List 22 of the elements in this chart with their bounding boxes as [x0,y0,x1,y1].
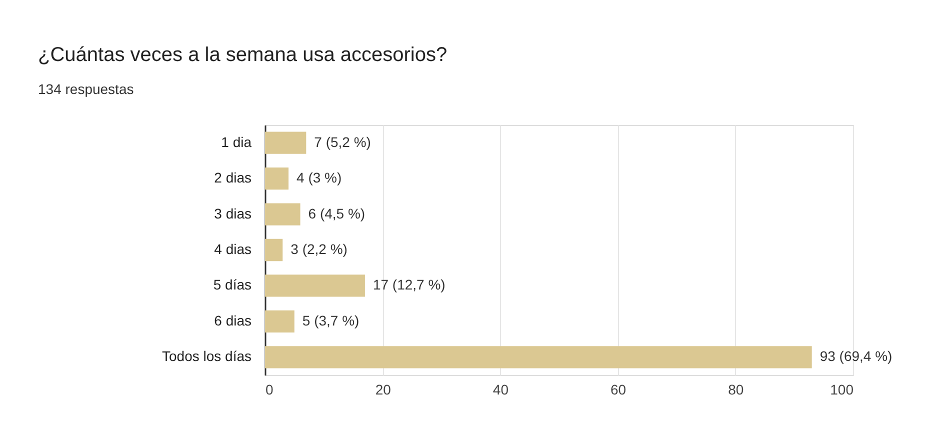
y-tick-label: 6 dias [214,312,252,328]
x-tick-label: 60 [610,382,626,398]
x-tick-label: 0 [266,382,274,398]
chart-title: ¿Cuántas veces a la semana usa accesorios? [38,44,448,66]
x-tick-label: 40 [492,382,509,398]
y-tick-label: 5 días [213,276,252,293]
data-label: 17 (12,7 %) [372,276,446,293]
data-label: 6 (4,5 %) [308,205,366,222]
data-label: 3 (2,2 %) [290,241,348,257]
x-tick-label: 100 [830,382,854,398]
y-tick-label: 3 dias [214,205,252,222]
y-tick-label: 2 dias [214,170,252,186]
data-label: 5 (3,7 %) [302,312,360,328]
x-tick-label: 20 [375,382,392,398]
y-tick-label: 4 dias [214,241,252,257]
data-label: 4 (3 %) [296,170,342,186]
data-label: 93 (69,4 %) [820,348,892,364]
x-tick-label: 80 [728,382,744,398]
y-tick-label: Todos los días [162,348,252,364]
data-label: 7 (5,2 %) [314,134,371,150]
text: 134 respuestas [38,81,134,97]
y-tick-label: 1 dia [221,134,252,150]
